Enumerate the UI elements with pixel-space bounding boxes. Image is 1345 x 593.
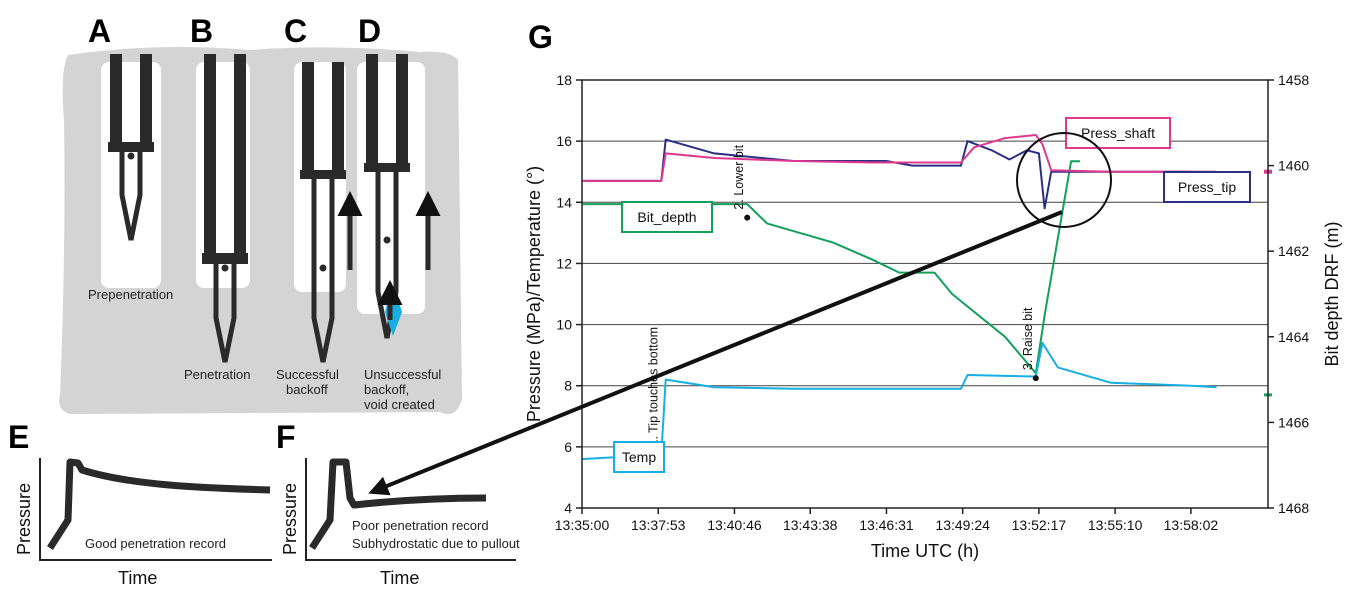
tool-c — [300, 62, 363, 363]
annotation-dot — [744, 214, 751, 221]
panel-f: F Pressure Poor penetration record Subhy… — [276, 419, 520, 588]
tool-d — [364, 54, 441, 339]
panel-e-caption: Good penetration record — [85, 536, 226, 551]
panel-label-g: G — [528, 19, 553, 55]
tool-a — [108, 54, 154, 241]
panel-f-caption-line1: Poor penetration record — [352, 518, 489, 533]
chart-series — [581, 134, 1272, 461]
panel-f-ylabel: Pressure — [280, 483, 300, 555]
caption-penetration: Penetration — [184, 367, 251, 382]
y-tick-label: 12 — [556, 255, 572, 271]
panel-e-ylabel: Pressure — [14, 483, 34, 555]
label-temp: Temp — [613, 441, 665, 473]
panel-e-axes — [39, 458, 272, 561]
chart-annotations: 1. Tip touches bottom 2. Lower bit 3. Rais… — [646, 144, 1039, 458]
panel-label-e: E — [8, 419, 29, 455]
y-tick-label: 10 — [556, 317, 572, 333]
y-tick-label: 4 — [564, 500, 572, 516]
x-tick-label: 13:40:46 — [707, 517, 762, 533]
caption-unsuccessful-line3: void created — [364, 397, 435, 412]
y-tick-label: 16 — [556, 133, 572, 149]
plot-frame — [581, 79, 1269, 509]
series-line-press-tip — [582, 138, 1191, 210]
caption-unsuccessful-line1: Unsuccessful — [364, 367, 441, 382]
x-tick-label: 13:55:10 — [1088, 517, 1143, 533]
svg-text:Temp: Temp — [622, 449, 656, 465]
schematic-panels: A B C D Prepenetration Penetration Succe… — [59, 13, 462, 415]
x-tick-label: 13:37:53 — [631, 517, 686, 533]
chart-xlabel: Time UTC (h) — [871, 541, 979, 561]
chart-g: G 4 6 8 10 12 14 16 18 1458 1460 1462 1464 1466 1468 1… — [368, 19, 1342, 561]
y2-tick-label: 1466 — [1278, 414, 1309, 430]
x-tick-label: 13:43:38 — [783, 517, 838, 533]
chart-y2label: Bit depth DRF (m) — [1322, 221, 1342, 366]
panel-label-c: C — [284, 13, 307, 49]
caption-unsuccessful-line2: backoff, — [364, 382, 409, 397]
panel-e-curve — [47, 458, 271, 550]
y-tick-label: 14 — [556, 194, 572, 210]
y2-tick-label: 1462 — [1278, 243, 1309, 259]
annotation-dot — [1032, 375, 1039, 382]
y-tick-label: 6 — [564, 439, 572, 455]
label-press-tip: Press_tip — [1163, 171, 1251, 203]
annotation-label: 1. Tip touches bottom — [646, 327, 660, 447]
chart-ticks: 4 6 8 10 12 14 16 18 1458 1460 1462 1464 1466 1468 13:… — [555, 72, 1310, 533]
x-tick-label: 13:52:17 — [1012, 517, 1067, 533]
panel-f-xlabel: Time — [380, 568, 419, 588]
label-bit-depth: Bit_depth — [621, 201, 713, 233]
x-tick-label: 13:49:24 — [935, 517, 990, 533]
panel-label-f: F — [276, 419, 296, 455]
panel-f-curve — [309, 458, 487, 550]
x-tick-label: 13:46:31 — [859, 517, 914, 533]
x-tick-label: 13:58:02 — [1164, 517, 1219, 533]
panel-label-d: D — [358, 13, 381, 49]
svg-text:Bit_depth: Bit_depth — [637, 209, 696, 225]
label-press-shaft: Press_shaft — [1065, 117, 1171, 149]
series-line-press-shaft — [582, 134, 1217, 182]
y-tick-label: 18 — [556, 72, 572, 88]
y2-tick-label: 1458 — [1278, 72, 1309, 88]
series-line-bit-depth — [582, 160, 1080, 375]
y2-tick-label: 1464 — [1278, 329, 1309, 345]
annotation-label: 3. Raise bit — [1021, 307, 1035, 370]
chart-ylabel: Pressure (MPa)/Temperature (°) — [524, 166, 544, 422]
panel-f-axes — [305, 458, 516, 561]
svg-text:Press_tip: Press_tip — [1178, 179, 1237, 195]
y2-tick-label: 1468 — [1278, 500, 1309, 516]
y-tick-label: 8 — [564, 378, 572, 394]
highlight-circle — [1016, 132, 1112, 228]
x-tick-label: 13:35:00 — [555, 517, 610, 533]
series-line-temp — [581, 341, 1217, 461]
caption-successful-line2: backoff — [286, 382, 328, 397]
annotation-label: 2. Lower bit — [732, 144, 746, 209]
panel-label-b: B — [190, 13, 213, 49]
highlight-arrow — [368, 210, 1063, 496]
tool-b — [202, 54, 248, 363]
panel-f-caption-line2: Subhydrostatic due to pullout — [352, 536, 520, 551]
caption-successful-line1: Successful — [276, 367, 339, 382]
y2-tick-label: 1460 — [1278, 158, 1309, 174]
panel-e-xlabel: Time — [118, 568, 157, 588]
svg-text:Press_shaft: Press_shaft — [1081, 125, 1155, 141]
panel-e: E Pressure Good penetration record Time — [8, 419, 272, 588]
panel-label-a: A — [88, 13, 111, 49]
caption-prepenetration: Prepenetration — [88, 287, 173, 302]
